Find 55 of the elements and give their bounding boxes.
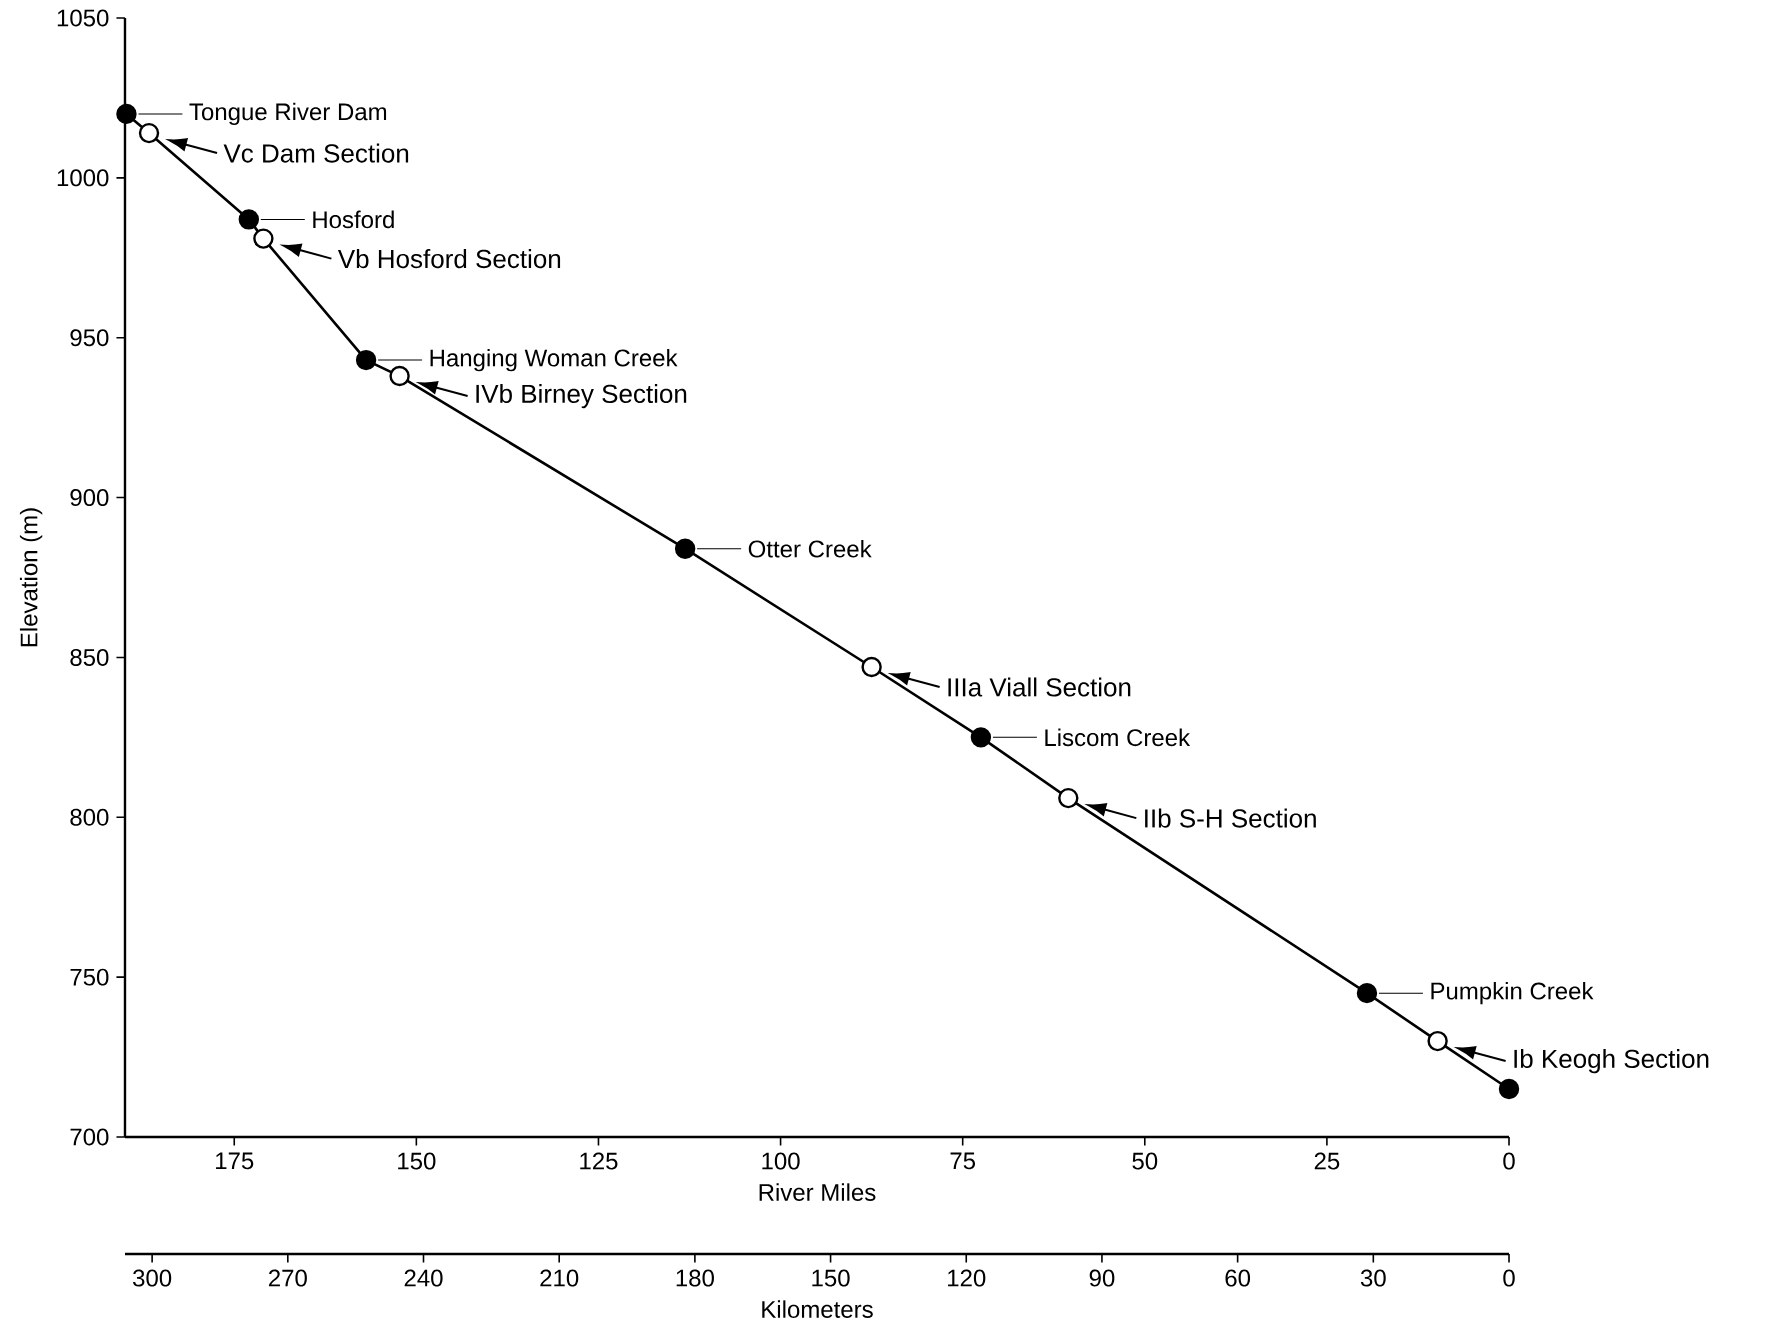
annotation: IIb S-H Section bbox=[1145, 808, 1316, 828]
annotation: Hanging Woman Creek bbox=[430, 348, 678, 372]
point bbox=[253, 228, 274, 249]
x-tick-label: 100 bbox=[762, 1152, 800, 1170]
point bbox=[674, 538, 696, 559]
x2-tick-label: 180 bbox=[676, 1269, 714, 1287]
x2-tick-label: 0 bbox=[1503, 1269, 1515, 1287]
point bbox=[238, 209, 260, 230]
annotation: Tongue River Dam bbox=[189, 102, 387, 126]
y-tick-label: 800 bbox=[70, 808, 109, 826]
x-tick-label: 75 bbox=[950, 1152, 976, 1170]
annotation: Liscom Creek bbox=[1045, 728, 1191, 747]
x-tick-label: 50 bbox=[1132, 1152, 1158, 1170]
y-axis-title: Elevation (m) bbox=[19, 508, 43, 647]
x-tick-label: 175 bbox=[216, 1152, 254, 1170]
x2-tick-label: 30 bbox=[1360, 1269, 1386, 1287]
annotation: Pumpkin Creek bbox=[1431, 981, 1594, 1005]
x-tick-label: 150 bbox=[398, 1152, 436, 1170]
point bbox=[861, 656, 882, 678]
point bbox=[116, 103, 137, 125]
annotation: IVb Birney Section bbox=[476, 383, 687, 409]
x-tick-label: 125 bbox=[580, 1152, 618, 1170]
point bbox=[1498, 1078, 1520, 1100]
y-tick-label: 950 bbox=[70, 329, 109, 347]
y-tick-label: 750 bbox=[70, 968, 109, 986]
annotation: Hosford bbox=[313, 210, 394, 229]
x2-tick-label: 60 bbox=[1225, 1269, 1251, 1287]
point bbox=[1058, 787, 1079, 809]
x2-tick-label: 210 bbox=[540, 1269, 579, 1287]
point bbox=[1427, 1030, 1448, 1052]
y-tick-label: 900 bbox=[70, 489, 109, 507]
x2-tick-label: 150 bbox=[812, 1269, 850, 1287]
point bbox=[389, 365, 410, 387]
point bbox=[355, 349, 377, 371]
annotation: Vc Dam Section bbox=[223, 143, 409, 163]
x2-tick-label: 240 bbox=[404, 1269, 443, 1287]
x2-tick-label: 90 bbox=[1089, 1269, 1115, 1287]
x2-tick-label: 120 bbox=[948, 1269, 986, 1287]
x2-tick-label: 270 bbox=[268, 1269, 307, 1287]
y-tick-label: 1000 bbox=[57, 169, 109, 187]
x-tick-label: 0 bbox=[1503, 1152, 1515, 1170]
y-tick-label: 850 bbox=[70, 648, 109, 666]
y-tick-label: 700 bbox=[70, 1128, 109, 1146]
y-tick-label: 1050 bbox=[57, 9, 109, 27]
annotation: Otter Creek bbox=[748, 539, 872, 558]
annotation: Vb Hosford Section bbox=[337, 249, 561, 269]
point bbox=[138, 122, 160, 144]
x2-tick-label: 300 bbox=[133, 1269, 172, 1287]
x-axis-title: River Miles bbox=[759, 1183, 876, 1201]
annotation: IIIa Viall Section bbox=[948, 677, 1131, 697]
point bbox=[970, 727, 992, 748]
annotation: Ib Keogh Section bbox=[1514, 1048, 1709, 1074]
x2-axis-title: Kilometers bbox=[762, 1300, 873, 1318]
point bbox=[1356, 982, 1378, 1004]
x-tick-label: 25 bbox=[1314, 1152, 1340, 1170]
